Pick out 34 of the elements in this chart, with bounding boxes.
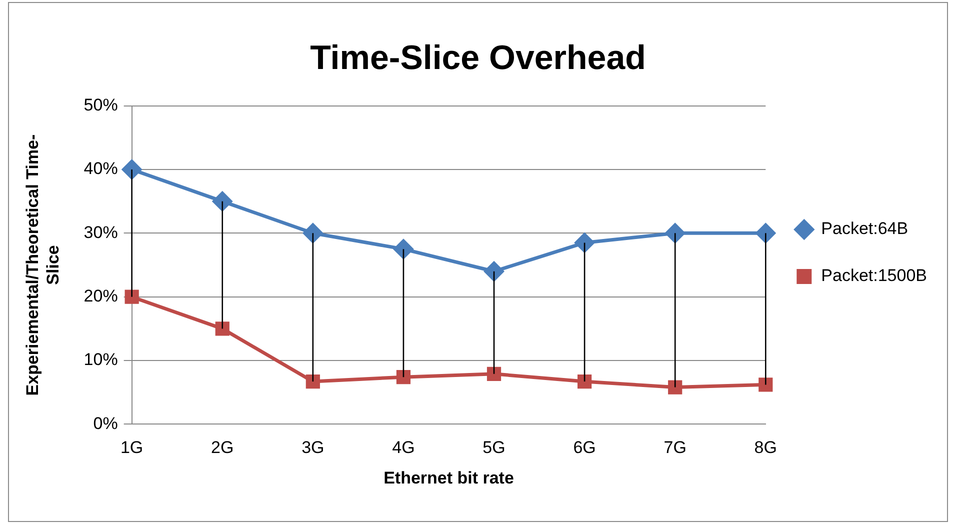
point	[758, 378, 773, 392]
point	[665, 223, 685, 243]
x-tick-label: 5G	[482, 438, 506, 458]
x-axis-title: Ethernet bit rate	[384, 468, 514, 488]
x-tick-label: 8G	[754, 438, 777, 458]
point	[122, 160, 142, 180]
legend-label: Packet:64B	[821, 219, 908, 238]
point	[212, 192, 232, 212]
y-tick-label: 0%	[93, 414, 118, 433]
point	[306, 374, 320, 389]
point	[396, 370, 411, 384]
point	[574, 232, 594, 252]
y-tick-label: 20%	[84, 286, 118, 306]
chart-title: Time-Slice Overhead	[310, 38, 646, 77]
x-tick-label: 4G	[392, 438, 415, 458]
x-tick-label: 6G	[573, 438, 596, 458]
y-tick-label: 40%	[84, 159, 118, 178]
y-tick-label: 30%	[84, 222, 118, 242]
y-tick-label: 10%	[84, 350, 118, 370]
x-tick-label: 3G	[302, 438, 324, 458]
x-tick-label: 1G	[120, 438, 144, 458]
point	[578, 374, 592, 389]
x-tick-label: 7G	[664, 438, 686, 458]
x-tick-label: 2G	[211, 438, 234, 458]
y-tick-label: 50%	[84, 95, 118, 114]
point	[756, 223, 776, 243]
point	[486, 366, 502, 381]
point	[303, 223, 323, 243]
legend-label: Packet:1500B	[821, 266, 928, 286]
point	[668, 380, 682, 394]
point	[215, 322, 230, 336]
point	[394, 239, 414, 259]
y-axis-title: Experiemental/Theoretical Time-Slice	[22, 134, 62, 396]
point	[484, 262, 504, 282]
